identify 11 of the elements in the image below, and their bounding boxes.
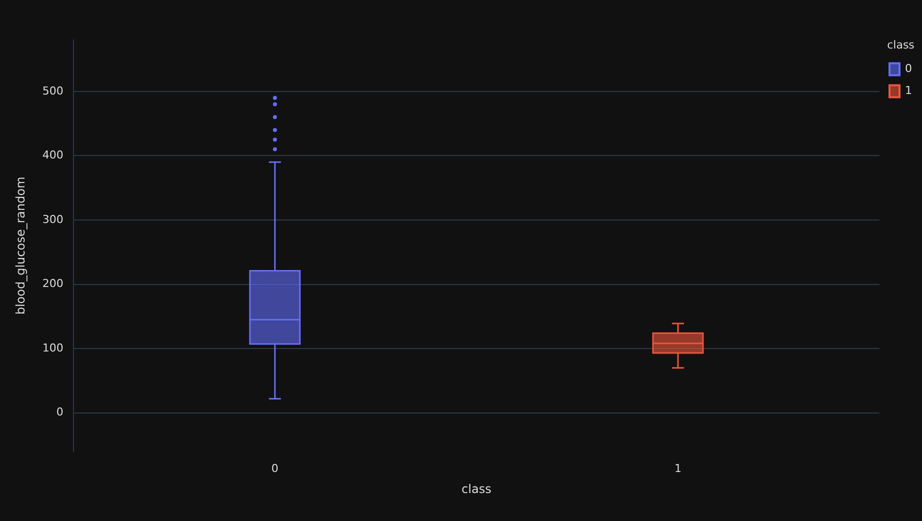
y-tick-label: 400 [42, 148, 64, 162]
y-tick-label: 0 [56, 406, 64, 419]
y-tick-label: 100 [42, 341, 64, 354]
legend-title: class [887, 38, 915, 52]
x-axis-title: class [462, 482, 492, 496]
legend-label: 0 [905, 62, 912, 76]
y-tick-label: 200 [42, 277, 64, 290]
y-axis-title: blood_glucose_random [13, 176, 28, 315]
y-tick-label: 300 [42, 212, 64, 226]
y-tick-label: 500 [42, 84, 64, 98]
legend-label: 1 [905, 84, 912, 98]
